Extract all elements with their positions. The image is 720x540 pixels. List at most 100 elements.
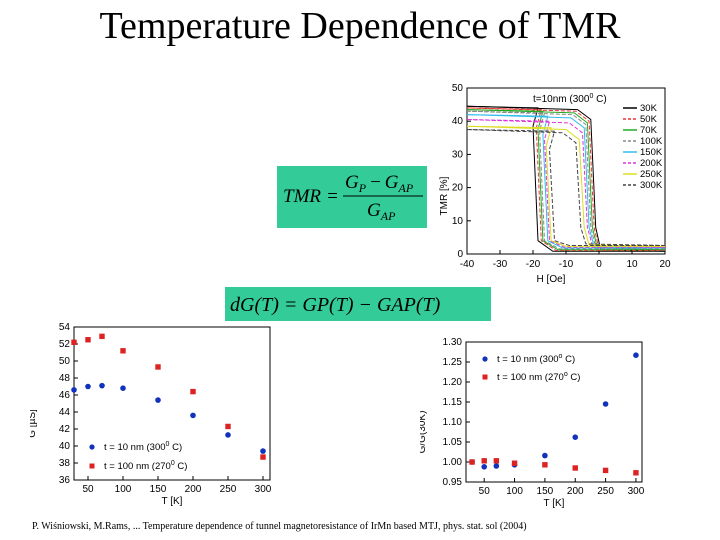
page-title: Temperature Dependence of TMR: [99, 5, 621, 47]
hysteresis-curve-200K-down: [466, 119, 665, 248]
x-tick-label: -40: [460, 259, 475, 270]
data-point-series1: [155, 364, 161, 370]
y-tick-label: 0.95: [443, 477, 463, 488]
y-tick-label: 1.00: [443, 457, 463, 468]
x-tick-label: 0: [596, 259, 602, 270]
x-tick-label: 300: [628, 486, 645, 497]
data-point-series1: [572, 465, 578, 471]
data-point-series0: [190, 412, 196, 419]
x-tick-label: 10: [626, 259, 638, 270]
hysteresis-curve-250K-down: [466, 125, 665, 247]
num-b-sub: AP: [398, 181, 414, 195]
data-point-series1: [85, 337, 91, 343]
y-tick-label: 46: [59, 390, 71, 401]
x-tick-label: 50: [479, 486, 491, 497]
y-axis-label: G/G(30K): [420, 411, 428, 454]
x-tick-label: 100: [506, 486, 523, 497]
x-tick-label: 50: [82, 484, 94, 495]
x-tick-label: 250: [597, 486, 614, 497]
tmr-equation: TMR = GP − GAP GAP: [277, 166, 427, 228]
den: G: [367, 200, 381, 221]
legend-label-series0: t = 10 nm (300o C): [497, 353, 575, 365]
svg-text:GP−GAP: GP − GAP: [345, 172, 414, 195]
y-tick-label: 50: [59, 356, 71, 367]
den-sub: AP: [380, 209, 396, 223]
hysteresis-curve-100K-down: [466, 110, 665, 250]
data-point-series0: [542, 452, 548, 459]
legend-label-70K: 70K: [640, 125, 658, 136]
hysteresis-curve-50K-down: [466, 107, 665, 251]
data-point-series0: [493, 463, 500, 469]
y-tick-label: 40: [452, 116, 464, 127]
legend-label-series1: t = 100 nm (2700 C): [104, 460, 187, 472]
y-tick-label: 1.30: [443, 337, 463, 348]
y-tick-label: 50: [452, 83, 464, 94]
x-tick-label: -30: [493, 259, 508, 270]
y-axis-label: G [µS]: [30, 409, 38, 438]
legend-marker-series0: [482, 356, 488, 362]
x-tick-label: 150: [150, 484, 167, 495]
num-minus: −: [370, 172, 381, 193]
legend-label-200K: 200K: [640, 158, 663, 169]
data-point-series1: [120, 348, 126, 354]
num-a: G: [345, 172, 359, 193]
legend-label-150K: 150K: [640, 147, 663, 158]
legend-box: [619, 100, 663, 192]
y-tick-label: 54: [59, 322, 71, 333]
x-tick-label: 250: [220, 484, 237, 495]
plot-frame: [73, 326, 271, 481]
x-tick-label: 300: [255, 484, 272, 495]
x-tick-label: 200: [567, 486, 584, 497]
data-point-series1: [493, 458, 500, 464]
y-axis-label: TMR [%]: [439, 176, 450, 215]
x-tick-label: 20: [659, 259, 671, 270]
hysteresis-curve-70K-down: [466, 109, 665, 251]
y-tick-label: 1.10: [443, 417, 463, 428]
y-tick-label: 44: [59, 407, 71, 418]
svg-text:=: =: [326, 186, 339, 207]
y-tick-label: 1.25: [443, 357, 463, 368]
data-point-series1: [633, 470, 639, 476]
data-point-series0: [85, 383, 91, 390]
y-tick-label: 38: [59, 458, 71, 469]
legend-label-series1: t = 100 nm (270o C): [497, 371, 580, 383]
legend-marker-series1: [89, 463, 95, 469]
x-tick-label: 150: [537, 486, 554, 497]
x-axis-label: T [K]: [162, 496, 183, 507]
legend-label-250K: 250K: [640, 169, 663, 180]
data-point-series0: [481, 464, 488, 470]
y-tick-label: 40: [59, 441, 71, 452]
y-tick-label: 30: [452, 149, 464, 160]
data-point-series1: [511, 460, 518, 466]
legend-marker-series0: [89, 444, 95, 450]
data-point-series0: [120, 385, 126, 391]
x-axis-label: H [Oe]: [537, 274, 566, 285]
dg-equation-text: dG(T) = GP(T) − GAP(T): [230, 294, 441, 316]
data-point-series1: [225, 423, 231, 430]
x-tick-label: -10: [559, 259, 574, 270]
hysteresis-curve-300K-down: [466, 129, 665, 246]
legend-label-300K: 300K: [640, 180, 663, 191]
legend-label-100K: 100K: [640, 136, 663, 147]
data-point-series1: [260, 454, 266, 460]
y-tick-label: 42: [59, 424, 71, 435]
hysteresis-curve-300K-up: [466, 129, 666, 246]
chart-title: t=10nm (3000 C): [533, 93, 607, 105]
data-point-series0: [71, 387, 77, 393]
data-point-series1: [71, 339, 77, 345]
x-tick-label: -20: [526, 259, 541, 270]
y-tick-label: 20: [452, 183, 464, 194]
legend-label-30K: 30K: [640, 103, 658, 114]
data-point-series1: [542, 462, 548, 468]
y-tick-label: 0: [457, 249, 463, 260]
legend-label-50K: 50K: [640, 114, 658, 125]
data-point-series1: [99, 333, 105, 340]
data-point-series0: [99, 382, 105, 389]
data-point-series0: [572, 434, 579, 440]
legend-label-series0: t = 10 nm (3000 C): [104, 441, 182, 453]
num-a-sub: P: [358, 181, 367, 195]
y-tick-label: 1.15: [443, 397, 463, 408]
tmr-lhs: TMR: [283, 186, 321, 207]
data-point-series0: [260, 448, 266, 454]
x-tick-label: 200: [185, 484, 202, 495]
